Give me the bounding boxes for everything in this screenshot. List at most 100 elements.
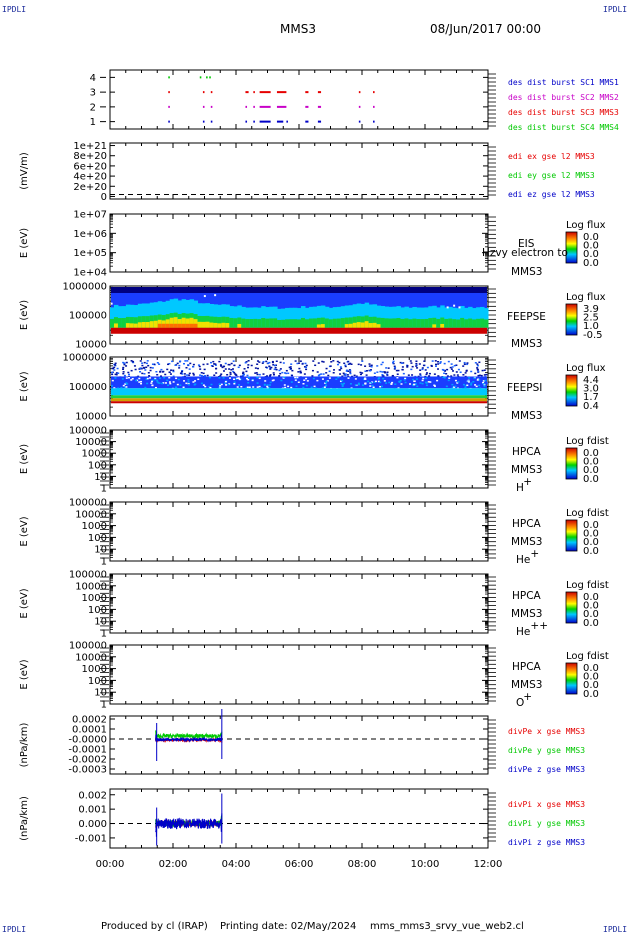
feeps_e-colorbar [565,303,578,336]
spectrogram-cell [157,323,163,328]
spectrogram-gap [458,306,461,309]
spectrogram-cell [248,386,251,389]
spectrogram-cell [251,379,254,382]
hpca_h-colorbar [565,447,578,480]
spectrogram-cell [453,364,456,367]
spectrogram-cell [123,362,126,364]
spectrogram-cell [229,306,234,328]
spectrogram-cell [386,371,389,373]
spectrogram-cell [312,360,315,362]
spectrogram-cell [297,319,302,328]
spectrogram-cell [256,363,259,365]
edi-y-tick-label: 2e+20 [73,182,107,193]
spectrogram-cell [197,364,200,366]
spectrogram-cell [291,369,294,372]
spectrogram-cell [158,377,161,379]
spectrogram-cell [222,377,225,379]
spectrogram-cell [304,307,310,328]
spectrogram-cell [271,361,274,364]
spectrogram-cell [221,366,224,369]
spectrogram-cell [194,380,197,382]
spectrogram-cell [437,368,440,370]
spectrogram-cell [230,362,233,365]
spectrogram-cell [233,306,238,328]
eis-spacecraft-label: MMS3 [511,266,542,278]
spectrogram-cell [332,372,335,374]
burst-interval-mark [168,91,170,94]
spectrogram-cell [424,369,427,371]
spectrogram-cell [466,362,469,364]
burst-interval-mark [276,91,287,94]
spectrogram-cell [254,372,257,374]
spectrogram-cell [220,365,223,367]
spectrogram-cell [478,384,481,387]
spectrogram-cell [484,308,489,328]
spectrogram-cell [140,380,143,383]
spectrogram-cell [382,375,385,377]
panel-burst: 4 3 2 1 des dist burst SC1 MMS1 des dist burs… [90,69,619,132]
burst-interval-mark [253,120,255,123]
spectrogram-cell [343,382,346,385]
spectrogram-cell [386,373,389,375]
hpca_he2-y-tick-label: 100 [88,605,107,616]
spectrogram-cell [364,365,367,367]
spectrogram-cell [300,317,306,328]
spectrogram-cell [316,324,322,328]
spectrogram-cell [415,378,418,380]
spectrogram-cell [217,304,222,328]
hpca_he2-species-charge: ++ [530,620,548,632]
spectrogram-cell [413,380,416,382]
spectrogram-cell [201,303,206,328]
spectrogram-cell [129,323,135,328]
spectrogram-cell [237,384,240,386]
divpi-y-tick-label: 0.001 [78,805,107,816]
spectrogram-cell [174,386,177,388]
eis-instrument-label: EIS [518,238,535,250]
spectrogram-cell [416,367,419,369]
spectrogram-cell [282,362,285,364]
spectrogram-cell [159,371,162,373]
spectrogram-cell [425,382,428,384]
spectrogram-cell [306,380,309,382]
spectrogram-cell [357,382,360,385]
spectrogram-cell [467,379,470,382]
spectrogram-cell [215,372,218,374]
spectrogram-cell [298,367,301,370]
spectrogram-cell [238,364,241,367]
spectrogram-cell [275,364,278,366]
burst-interval-mark [209,76,211,79]
spectrogram-cell [268,375,271,377]
spectrogram-cell [348,317,354,328]
spectrogram-cell [154,386,157,389]
spectrogram-cell [430,365,433,367]
spectrogram-cell [318,373,321,376]
spectrogram-cell [225,304,230,328]
spectrogram-cell [281,319,286,328]
spectrogram-cell [174,364,177,366]
spectrogram-cell [406,365,409,367]
spectrogram-cell [324,318,330,328]
spectrogram-cell [148,375,151,377]
spectrogram-cell [228,363,231,366]
spectrogram-layer [111,287,487,293]
hpca_h-y-tick-label: 10000 [75,437,107,448]
spectrogram-cell [167,363,170,366]
spectrogram-cell [245,319,250,328]
spectrogram-cell [188,374,191,376]
spectrogram-cell [139,371,142,373]
hpca_he1-colorbar-value: 0.0 [583,537,599,548]
hpca_o-instrument-label: HPCA [512,661,542,673]
eis-colorbar-value: 0.0 [583,232,599,243]
spectrogram-cell [419,369,422,371]
spectrogram-cell [379,381,382,384]
spectrogram-cell [113,317,119,328]
feeps_i-y-axis-label: E (eV) [19,371,30,401]
spectrogram-cell [295,377,298,379]
spectrogram-cell [267,362,270,365]
eis-y-axis-label: E (eV) [19,228,30,258]
spectrogram-cell [245,370,248,373]
spectrogram-cell [312,306,318,328]
spectrogram-cell [364,382,367,385]
feeps_i-colorbar-value: 4.4 [583,375,599,386]
spectrogram-cell [419,382,422,384]
